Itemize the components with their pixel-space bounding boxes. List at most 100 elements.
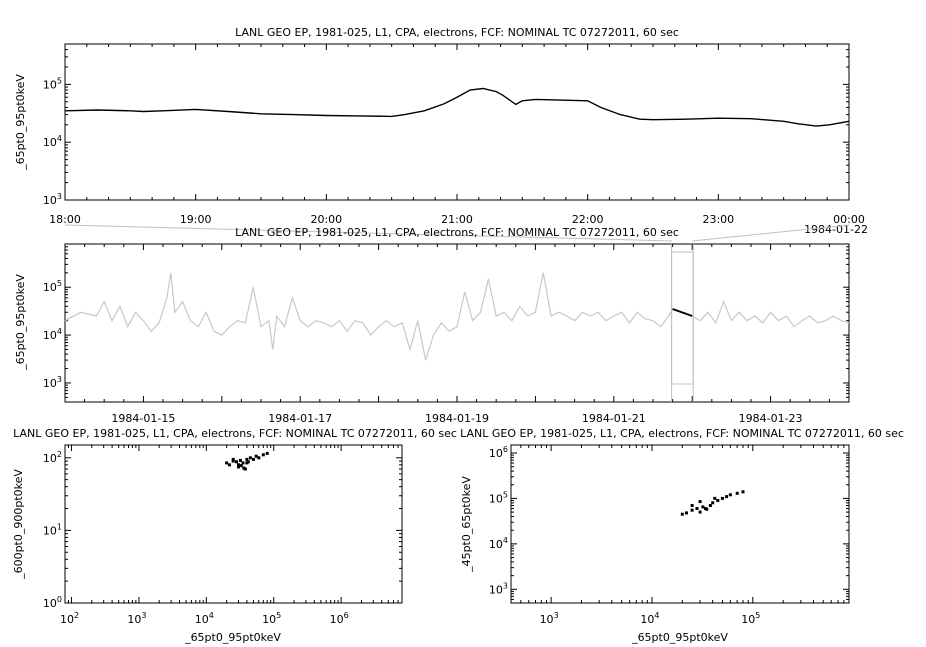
bottom-left-panel-point	[225, 461, 229, 465]
top-panel-xtick-label: 22:00	[572, 213, 604, 226]
bottom-left-panel-ticks: 100 101 102 102 103 104 105 106	[43, 445, 403, 626]
middle-panel-series	[64, 272, 850, 361]
bottom-right-panel-point	[708, 504, 712, 507]
bottom-right-panel-point	[698, 500, 702, 504]
bottom-right-panel-frame	[510, 444, 850, 604]
bottom-left-panel-ytick-label: 102	[43, 450, 62, 465]
bottom-right-panel-ytick-label: 103	[489, 581, 508, 596]
top-panel-series	[64, 87, 850, 127]
bottom-left-panel-point	[235, 460, 238, 464]
bottom-right-panel-xlabel: _65pt0_95pt0keV	[631, 631, 728, 644]
bottom-right-panel-point	[695, 507, 699, 510]
top-panel-xtick-label: 19:00	[180, 213, 212, 226]
bottom-right-panel: LANL GEO EP, 1981-025, L1, CPA, electron…	[460, 427, 904, 644]
bottom-right-panel-point	[720, 496, 724, 500]
bottom-left-panel-point	[246, 460, 250, 464]
middle-panel-xtick-label: 1984-01-17	[268, 412, 332, 425]
bottom-right-panel-point	[741, 490, 745, 494]
bottom-left-panel-point	[251, 457, 255, 461]
bottom-left-panel-ytick-label: 101	[43, 522, 62, 537]
top-panel-date-label: 1984-01-22	[804, 223, 868, 236]
bottom-left-panel-xtick-label: 103	[127, 611, 146, 626]
bottom-left-panel-point	[239, 464, 243, 468]
top-panel-xtick-label: 18:00	[49, 213, 81, 226]
bottom-left-panel-points	[225, 451, 269, 471]
middle-panel-ytick-label: 103	[43, 375, 62, 390]
top-panel-xtick-label: 20:00	[310, 213, 342, 226]
middle-panel-xtick-label: 1984-01-15	[111, 412, 175, 425]
bottom-right-panel-point	[735, 491, 739, 495]
bottom-right-panel-point	[716, 499, 720, 502]
top-panel-ytick-label: 104	[43, 134, 62, 149]
top-panel-ytick-label: 103	[43, 192, 62, 207]
top-panel-frame	[64, 43, 850, 201]
top-panel-title: LANL GEO EP, 1981-025, L1, CPA, electron…	[235, 26, 679, 39]
zoom-connectors	[64, 224, 850, 242]
bottom-left-panel-xtick-label: 102	[60, 611, 79, 626]
bottom-left-panel-point	[245, 457, 249, 461]
zoom-connector-right	[691, 224, 850, 242]
bottom-left-panel-ylabel: _600pt0_900pt0keV	[12, 469, 25, 580]
middle-panel: LANL GEO EP, 1981-025, L1, CPA, electron…	[14, 226, 850, 425]
bottom-left-panel-point	[242, 466, 246, 470]
middle-panel-frame	[64, 243, 850, 403]
zoom-connector-left	[64, 224, 673, 242]
bottom-right-panel-xtick-label: 104	[640, 611, 659, 626]
top-panel: LANL GEO EP, 1981-025, L1, CPA, electron…	[14, 26, 868, 236]
bottom-left-panel-xtick-label: 104	[195, 611, 214, 626]
bottom-right-panel-ylabel: _45pt0_65pt0keV	[460, 476, 473, 573]
middle-panel-xtick-label: 1984-01-19	[425, 412, 489, 425]
bottom-left-panel-point	[254, 454, 258, 458]
bottom-right-panel-point	[711, 501, 715, 505]
middle-panel-xtick-label: 1984-01-21	[582, 412, 646, 425]
bottom-right-panel-xtick-label: 103	[540, 611, 559, 626]
bottom-left-panel-point	[248, 456, 252, 460]
middle-panel-series-line	[64, 272, 850, 361]
bottom-left-panel-xtick-label: 106	[330, 611, 349, 626]
bottom-left-panel-point	[227, 463, 231, 467]
bottom-right-panel-point	[690, 504, 694, 507]
bottom-right-panel-point	[690, 508, 694, 512]
top-panel-ylabel: _65pt0_95pt0keV	[14, 74, 27, 171]
top-panel-series-line	[64, 87, 850, 127]
bottom-left-panel-point	[231, 457, 235, 461]
middle-panel-ytick-label: 105	[43, 279, 62, 294]
bottom-right-panel-point	[725, 495, 729, 499]
bottom-right-panel-point	[680, 512, 684, 516]
bottom-left-panel: LANL GEO EP, 1981-025, L1, CPA, electron…	[12, 427, 457, 644]
bottom-right-panel-point	[701, 505, 705, 509]
zoom-window-series-line	[672, 308, 693, 317]
middle-panel-ytick-label: 104	[43, 327, 62, 342]
bottom-left-panel-title: LANL GEO EP, 1981-025, L1, CPA, electron…	[13, 427, 457, 440]
middle-panel-xtick-label: 1984-01-23	[739, 412, 803, 425]
bottom-right-panel-point	[685, 511, 688, 515]
bottom-left-panel-frame	[64, 444, 403, 604]
bottom-left-panel-point	[231, 459, 235, 463]
bottom-left-panel-ytick-label: 100	[43, 595, 62, 610]
bottom-right-panel-ytick-label: 104	[489, 536, 508, 551]
zoom-window-rect	[671, 251, 694, 385]
bottom-right-panel-ytick-label: 105	[489, 490, 508, 505]
middle-panel-ylabel: _65pt0_95pt0keV	[14, 274, 27, 371]
top-panel-xtick-label: 00:00	[833, 213, 865, 226]
bottom-right-panel-ytick-label: 106	[489, 445, 508, 460]
top-panel-xtick-label: 23:00	[702, 213, 734, 226]
bottom-left-panel-point	[243, 467, 247, 471]
bottom-right-panel-point	[713, 496, 717, 500]
bottom-right-panel-xtick-label: 105	[741, 611, 760, 626]
bottom-left-panel-point	[261, 453, 265, 457]
top-panel-xtick-label: 21:00	[441, 213, 473, 226]
bottom-left-panel-point	[265, 451, 269, 455]
middle-panel-title: LANL GEO EP, 1981-025, L1, CPA, electron…	[235, 226, 679, 239]
bottom-right-panel-points	[680, 490, 745, 516]
bottom-right-panel-point	[704, 507, 707, 510]
bottom-right-panel-point	[698, 510, 702, 514]
bottom-left-panel-point	[237, 463, 240, 467]
bottom-right-panel-point	[728, 493, 732, 497]
bottom-right-panel-title: LANL GEO EP, 1981-025, L1, CPA, electron…	[460, 427, 904, 440]
bottom-left-panel-xtick-label: 105	[262, 611, 281, 626]
top-panel-ytick-label: 105	[43, 76, 62, 91]
bottom-left-panel-point	[241, 461, 245, 465]
bottom-left-panel-xlabel: _65pt0_95pt0keV	[184, 631, 281, 644]
